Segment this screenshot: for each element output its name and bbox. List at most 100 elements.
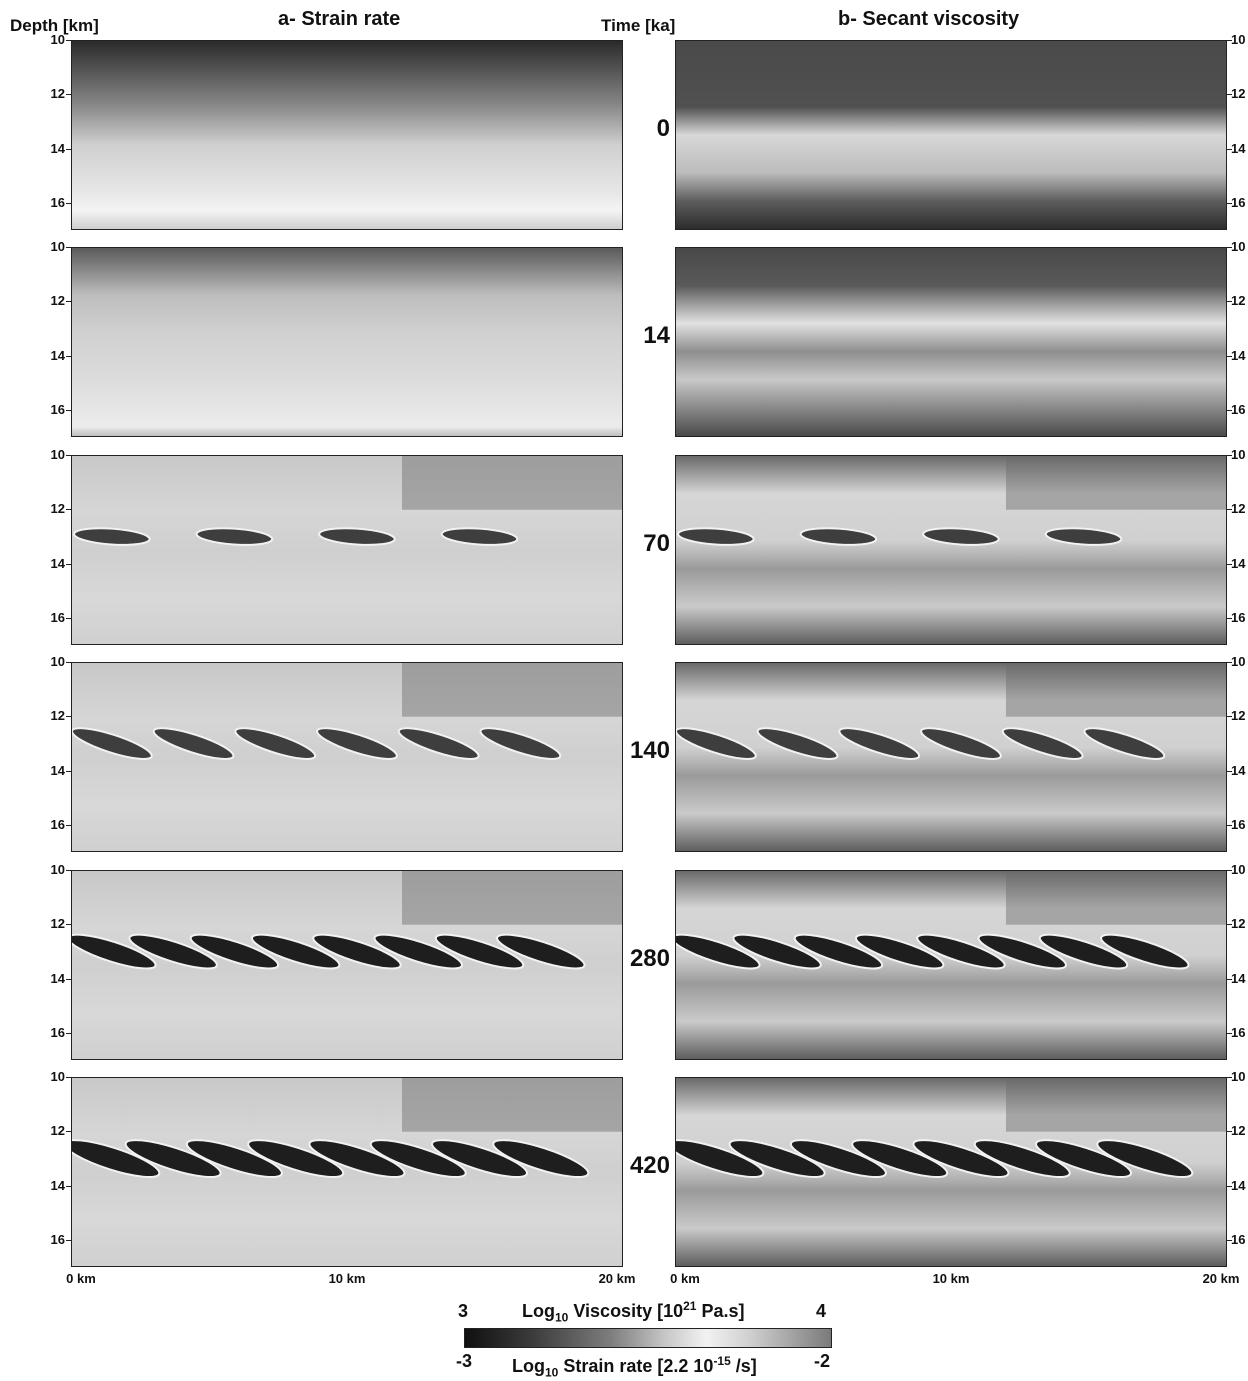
shear-lens <box>398 728 479 759</box>
shear-lens-outline <box>1044 527 1123 546</box>
shear-lens-outline <box>912 1139 1010 1179</box>
shear-lens-outline <box>977 933 1067 970</box>
y-tick-mark <box>66 1239 72 1241</box>
shear-lens-outline <box>185 1139 283 1179</box>
field-background <box>72 248 622 436</box>
shear-lens <box>374 934 462 969</box>
shear-lens-outline <box>922 527 1000 546</box>
colorbar-strain-label: Log10 Strain rate [2.2 10-15 /s] <box>512 1354 757 1380</box>
shear-lens-outline <box>854 933 945 970</box>
y-tick-label: 16 <box>1231 816 1246 832</box>
secant-viscosity-panel-280 <box>675 870 1227 1060</box>
shear-lens-outline <box>1001 727 1084 760</box>
y-tick-label: 10 <box>1231 239 1246 254</box>
shear-lens <box>153 728 234 759</box>
y-tick-mark <box>66 301 72 303</box>
shear-lens <box>974 1140 1070 1178</box>
y-tick-mark <box>1226 40 1232 41</box>
time-axis-title: Time [ka] <box>601 16 676 35</box>
shear-lens-outline <box>312 933 402 970</box>
y-tick-mark <box>1226 1032 1232 1034</box>
y-tick-mark <box>1226 247 1232 248</box>
x-tick-label: 10 km <box>328 1271 366 1286</box>
y-tick-mark <box>66 1131 72 1133</box>
field-background <box>676 871 1226 1059</box>
y-tick-label: 10 <box>50 654 65 669</box>
shear-lens-outline <box>72 727 153 760</box>
y-tick-mark <box>66 247 72 248</box>
viscosity-label-mid: Viscosity [10 <box>568 1301 684 1321</box>
shear-lens-outline <box>479 727 562 760</box>
strain-heatmap-420 <box>72 1078 622 1266</box>
y-tick-mark <box>66 409 72 411</box>
viscosity-heatmap-420 <box>676 1078 1226 1266</box>
y-tick-mark <box>1226 409 1232 411</box>
y-tick-label: 10 <box>50 239 65 254</box>
y-tick-mark <box>1226 455 1232 456</box>
shear-lens <box>251 934 340 969</box>
y-tick-mark <box>1226 1185 1232 1187</box>
y-tick-mark <box>66 662 72 663</box>
viscosity-heatmap-0 <box>676 41 1226 229</box>
secant-viscosity-panel-14 <box>675 247 1227 437</box>
shear-lens <box>235 728 316 759</box>
shear-lens-outline <box>799 527 878 546</box>
field-background <box>72 41 622 229</box>
y-tick-label: 16 <box>50 816 65 832</box>
shear-lens-outline <box>434 933 525 970</box>
y-tick-label: 14 <box>50 1177 65 1193</box>
y-tick-label: 14 <box>1231 1177 1246 1193</box>
shear-lens <box>678 528 754 545</box>
shear-lens-outline <box>247 1139 345 1179</box>
y-tick-mark <box>1226 1077 1232 1078</box>
strain-heatmap-140 <box>72 663 622 851</box>
strain-label-prefix: Log <box>512 1356 545 1376</box>
y-tick-mark <box>66 202 72 204</box>
y-tick-mark <box>66 870 72 871</box>
shear-lens-outline <box>189 933 280 970</box>
y-tick-label: 16 <box>1231 1231 1246 1247</box>
shear-lens-outline <box>677 527 755 546</box>
y-tick-mark <box>1226 509 1232 511</box>
shear-lens <box>733 934 821 969</box>
strain-label-end: /s] <box>730 1356 757 1376</box>
viscosity-heatmap-14 <box>676 248 1226 436</box>
y-tick-mark <box>1226 202 1232 204</box>
y-tick-label: 10 <box>1231 1069 1246 1084</box>
shear-lens-outline <box>318 527 396 546</box>
upper-dark-zone <box>402 663 622 717</box>
secant-viscosity-panel-70 <box>675 455 1227 645</box>
shear-lens <box>1036 1140 1132 1178</box>
field-background <box>72 871 622 1059</box>
shear-lens-outline <box>72 933 157 970</box>
y-tick-label: 16 <box>50 401 65 417</box>
strain-heatmap-70 <box>72 456 622 644</box>
shear-lens <box>1101 934 1189 969</box>
y-tick-label: 12 <box>50 501 65 517</box>
y-tick-label: 14 <box>1231 347 1246 363</box>
time-label: 14 <box>643 322 670 349</box>
y-tick-mark <box>66 94 72 96</box>
y-tick-label: 14 <box>50 970 65 986</box>
shear-lens-outline <box>1038 933 1129 970</box>
y-tick-mark <box>1226 94 1232 96</box>
viscosity-label-end: Pa.s] <box>696 1301 745 1321</box>
y-tick-mark <box>66 355 72 357</box>
field-background <box>72 663 622 851</box>
y-tick-mark <box>66 824 72 826</box>
shear-lens <box>129 934 217 969</box>
shear-lens-outline <box>124 1139 222 1179</box>
y-tick-mark <box>66 716 72 718</box>
y-tick-label: 12 <box>50 293 65 309</box>
shear-lens-outline <box>234 727 317 760</box>
time-label: 0 <box>656 115 670 142</box>
strain-rate-panel-0 <box>71 40 623 230</box>
y-tick-mark <box>1226 1239 1232 1241</box>
shear-lens <box>757 728 838 759</box>
strain-label-mid: Strain rate [2.2 10 <box>558 1356 714 1376</box>
shear-lens-outline <box>492 1139 590 1179</box>
shear-lens <box>1002 728 1083 759</box>
y-tick-mark <box>66 978 72 980</box>
y-tick-label: 14 <box>50 555 65 571</box>
shear-lens <box>317 728 397 759</box>
